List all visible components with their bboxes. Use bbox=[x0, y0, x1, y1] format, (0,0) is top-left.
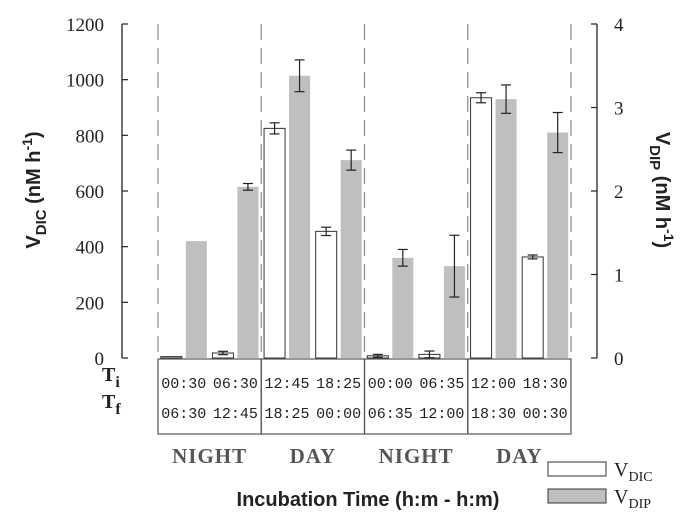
tf-label: 12:00 bbox=[419, 406, 464, 423]
ti-label: 18:25 bbox=[316, 376, 361, 393]
time-table: 00:30 06:30 06:30 12:45 12:45 18:25 18:25 00:00… bbox=[102, 358, 572, 435]
tick-labels: 0 200 400 600 800 1000 1200 0 1 2 3 4 bbox=[66, 15, 624, 370]
left-tick-label: 1200 bbox=[66, 15, 104, 36]
ti-label: 18:30 bbox=[523, 376, 568, 393]
period-label: NIGHT bbox=[379, 444, 454, 468]
bars bbox=[160, 59, 569, 359]
ti-label: 06:35 bbox=[419, 376, 464, 393]
ti-label: 00:30 bbox=[161, 376, 206, 393]
tf-label: 00:00 bbox=[316, 406, 361, 423]
tf-label: 18:30 bbox=[471, 406, 516, 423]
period-label: NIGHT bbox=[172, 444, 247, 468]
ti-label: 12:45 bbox=[265, 376, 310, 393]
left-tick-label: 600 bbox=[76, 182, 105, 203]
legend-label-dic: VDIC bbox=[614, 459, 653, 485]
bar-dic-7 bbox=[470, 97, 493, 359]
bar-dip-1 bbox=[185, 241, 207, 358]
ti-label: 06:30 bbox=[213, 376, 258, 393]
bar-dic-1 bbox=[160, 356, 183, 359]
right-tick-label: 2 bbox=[614, 182, 624, 203]
bar-dip-8 bbox=[547, 132, 569, 358]
period-label: DAY bbox=[290, 444, 337, 468]
bar-dip-3 bbox=[289, 75, 311, 359]
bar-dip-7 bbox=[495, 99, 517, 359]
ti-label: 12:00 bbox=[471, 376, 516, 393]
left-tick-label: 200 bbox=[76, 293, 105, 314]
bar-dip-4 bbox=[340, 160, 362, 358]
time-box-4 bbox=[467, 358, 572, 435]
x-axis-title: Incubation Time (h:m - h:m) bbox=[237, 489, 500, 511]
tf-label: 12:45 bbox=[213, 406, 258, 423]
tf-label: 06:30 bbox=[161, 406, 206, 423]
period-separators bbox=[157, 24, 572, 358]
legend-label-dip: VDIP bbox=[614, 486, 651, 512]
tf-label: 18:25 bbox=[265, 406, 310, 423]
right-tick-label: 1 bbox=[614, 266, 624, 287]
right-tick-label: 0 bbox=[614, 349, 624, 370]
tf-label: 00:30 bbox=[523, 406, 568, 423]
ti-label: 00:00 bbox=[368, 376, 413, 393]
period-label: DAY bbox=[496, 444, 543, 468]
legend-swatch-dip bbox=[547, 488, 607, 504]
axes bbox=[121, 23, 598, 359]
right-axis-title: VDIP (nM h-1) bbox=[646, 132, 677, 248]
bar-dic-3 bbox=[263, 127, 286, 359]
right-tick-label: 3 bbox=[614, 99, 624, 120]
bar-dic-8 bbox=[521, 256, 544, 359]
left-axis-title: VDIC (nM h-1) bbox=[19, 131, 50, 248]
left-tick-label: 1000 bbox=[66, 71, 104, 92]
axis-titles: Incubation Time (h:m - h:m) VDIC (nM h-1)… bbox=[19, 131, 677, 511]
ti-row-label: Ti bbox=[102, 364, 120, 391]
left-tick-label: 0 bbox=[95, 349, 105, 370]
bar-dic-4 bbox=[315, 230, 338, 359]
period-labels: NIGHT DAY NIGHT DAY bbox=[172, 444, 543, 468]
bar-dip-6 bbox=[443, 266, 465, 358]
bar-dip-2 bbox=[237, 186, 259, 358]
bar-dip-5 bbox=[392, 257, 414, 358]
tf-label: 06:35 bbox=[368, 406, 413, 423]
right-tick-label: 4 bbox=[614, 15, 624, 36]
tf-row-label: Tf bbox=[102, 391, 121, 418]
left-tick-label: 800 bbox=[76, 126, 105, 147]
legend-swatch-dic bbox=[547, 461, 607, 477]
left-tick-label: 400 bbox=[76, 238, 105, 259]
